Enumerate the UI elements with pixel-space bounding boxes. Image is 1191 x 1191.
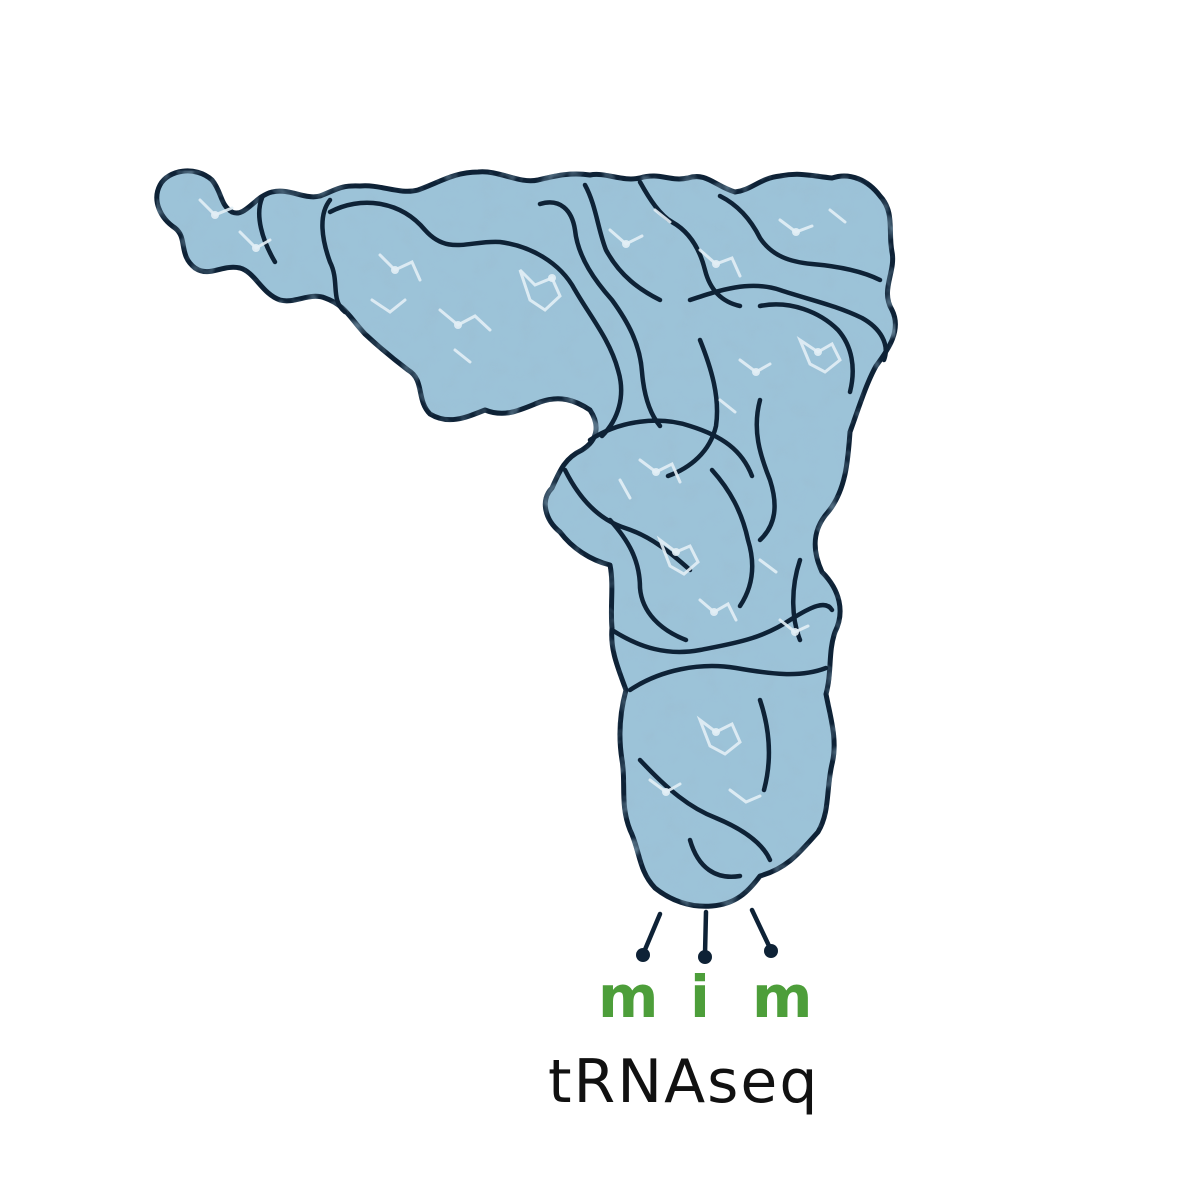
molecule-lobe-lines bbox=[257, 179, 888, 879]
logo-letter-i: i bbox=[690, 963, 710, 1031]
anticodon-legs bbox=[636, 907, 778, 964]
molecule-atom-sketch bbox=[198, 198, 847, 804]
logo-name: tRNAseq bbox=[548, 1047, 820, 1117]
logo-letter-m-left: m bbox=[598, 963, 659, 1031]
molecule-atom-dots bbox=[211, 211, 822, 796]
molecule-body bbox=[157, 171, 896, 906]
logo-letter-m-right: m bbox=[752, 963, 813, 1031]
